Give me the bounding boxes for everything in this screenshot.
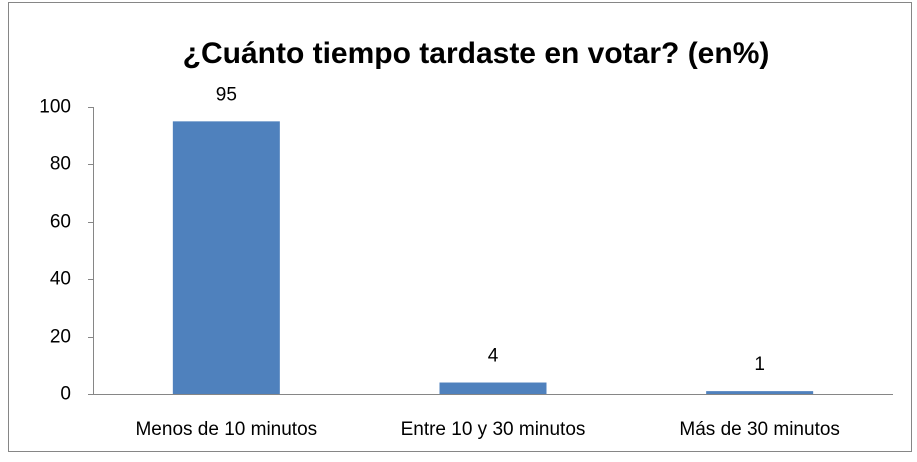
data-label: 4	[488, 346, 499, 367]
chart-border	[8, 2, 912, 452]
y-tick-label: 0	[60, 384, 71, 405]
bar	[172, 121, 280, 394]
y-tick-label: 60	[50, 212, 71, 233]
bar	[439, 382, 547, 394]
y-tick-label: 40	[50, 269, 71, 290]
bar	[706, 391, 814, 394]
y-tick-label: 100	[39, 97, 71, 118]
chart-title: ¿Cuánto tiempo tardaste en votar? (en%)	[183, 37, 770, 70]
x-tick-label: Entre 10 y 30 minutos	[401, 419, 586, 440]
x-tick-label: Menos de 10 minutos	[135, 419, 317, 440]
y-tick-label: 80	[50, 154, 71, 175]
x-tick-label: Más de 30 minutos	[679, 419, 840, 440]
data-label: 95	[216, 84, 237, 105]
data-label: 1	[754, 354, 765, 375]
y-tick-label: 20	[50, 327, 71, 348]
